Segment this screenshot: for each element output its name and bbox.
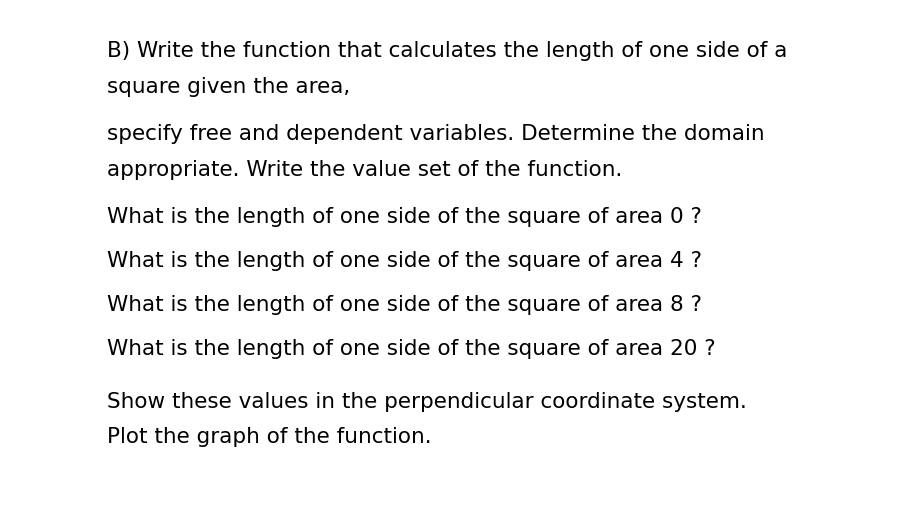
Text: What is the length of one side of the square of area 0 ?: What is the length of one side of the sq…: [107, 207, 702, 227]
Text: Show these values in the perpendicular coordinate system.: Show these values in the perpendicular c…: [107, 392, 747, 412]
Text: What is the length of one side of the square of area 20 ?: What is the length of one side of the sq…: [107, 339, 716, 359]
Text: What is the length of one side of the square of area 4 ?: What is the length of one side of the sq…: [107, 251, 702, 271]
Text: appropriate. Write the value set of the function.: appropriate. Write the value set of the …: [107, 160, 623, 180]
Text: Plot the graph of the function.: Plot the graph of the function.: [107, 428, 432, 447]
Text: square given the area,: square given the area,: [107, 77, 351, 97]
Text: specify free and dependent variables. Determine the domain: specify free and dependent variables. De…: [107, 124, 765, 144]
Text: B) Write the function that calculates the length of one side of a: B) Write the function that calculates th…: [107, 41, 788, 61]
Text: What is the length of one side of the square of area 8 ?: What is the length of one side of the sq…: [107, 295, 702, 315]
